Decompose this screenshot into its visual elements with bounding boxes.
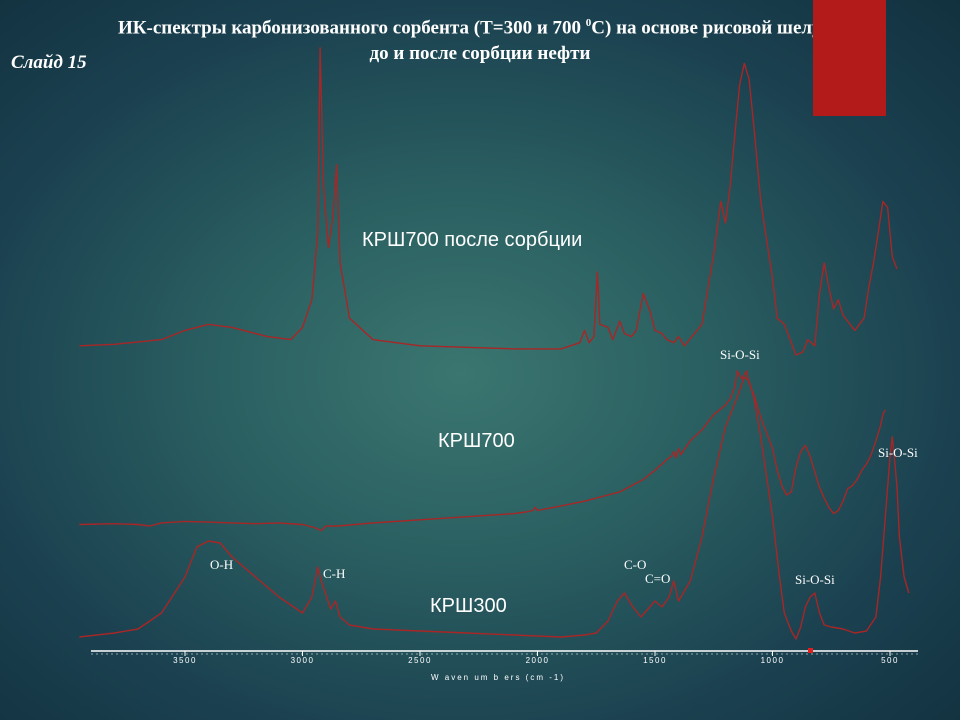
peak-label-c-eq-o: C=O (645, 571, 670, 586)
peak-label-o-h: O-H (210, 557, 233, 572)
x-tick-label-2000: 2000 (526, 656, 550, 665)
peak-label-c-h: C-H (323, 566, 345, 581)
spectrum-line-1 (79, 47, 898, 356)
series-label-krsh300: КРШ300 (430, 595, 507, 617)
spectrum-line-3 (79, 376, 910, 640)
x-tick-label-3500: 3500 (173, 656, 197, 665)
x-tick-label-1000: 1000 (761, 656, 785, 665)
title-superscript: 0 (585, 17, 592, 29)
title-part1: ИК-спектры карбонизованного сорбента (Т=… (117, 17, 586, 39)
spectra-group (79, 47, 910, 640)
series-label-krsh700: КРШ700 (438, 430, 515, 452)
x-axis-ticks: 3500 3000 2500 2000 1500 1000 500 (173, 651, 899, 665)
spectrum-line-2 (79, 370, 886, 532)
peak-label-si-o-si-1: Si-O-Si (720, 347, 760, 362)
axis-marker (808, 648, 813, 653)
peak-label-si-o-si-3: Si-O-Si (795, 572, 835, 587)
title-line2: до и после сорбции нефти (369, 43, 591, 65)
x-tick-label-1500: 1500 (643, 656, 667, 665)
slide-number: Слайд 15 (11, 52, 87, 73)
peak-label-c-o: C-O (624, 557, 646, 572)
series-label-krsh700-after: КРШ700 после сорбции (362, 229, 582, 251)
peak-label-si-o-si-2: Si-O-Si (878, 445, 918, 460)
x-tick-label-500: 500 (881, 656, 899, 665)
title-part2: С) на основе рисовой шелухи (591, 17, 843, 39)
slide-title: ИК-спектры карбонизованного сорбента (Т=… (10, 10, 950, 67)
decorative-red-bar (813, 0, 886, 116)
x-axis-label: W aven um b ers (cm -1) (431, 673, 565, 682)
x-tick-label-3000: 3000 (291, 656, 315, 665)
x-tick-label-2500: 2500 (408, 656, 432, 665)
